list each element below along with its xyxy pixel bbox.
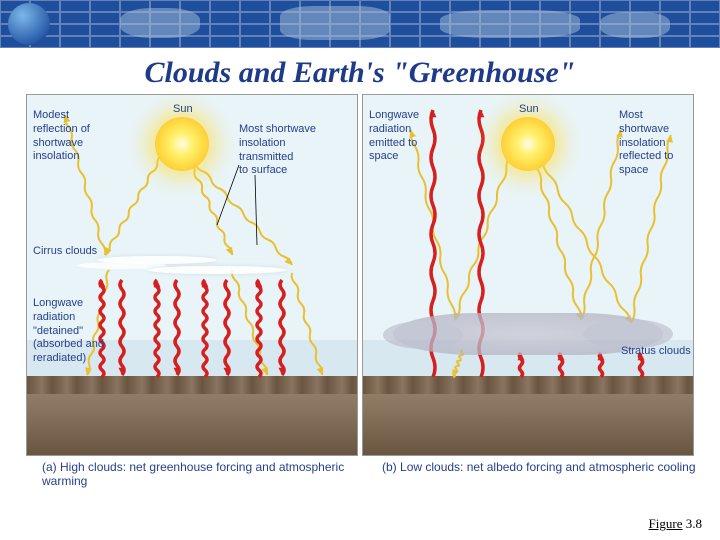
globe-icon: [8, 3, 50, 45]
label-longwave-space: Longwaveradiationemitted tospace: [369, 109, 419, 164]
stratus-label: Stratus clouds: [621, 345, 691, 357]
continent-shape: [440, 10, 580, 38]
sun-icon: [155, 117, 209, 171]
diagram-panels: Sun Modestreflection ofshortwaveinsolati…: [0, 94, 720, 456]
panel-captions: (a) High clouds: net greenhouse forcing …: [0, 456, 720, 488]
label-modest-reflection: Modestreflection ofshortwaveinsolation: [33, 109, 90, 164]
continent-shape: [280, 6, 390, 40]
page-title: Clouds and Earth's "Greenhouse": [0, 56, 720, 90]
ground-surface: [27, 376, 357, 455]
cirrus-label: Cirrus clouds: [33, 245, 97, 257]
sun-label: Sun: [519, 103, 539, 115]
cirrus-clouds: [67, 250, 307, 278]
caption-a: (a) High clouds: net greenhouse forcing …: [20, 460, 360, 488]
label-transmitted: Most shortwaveinsolationtransmittedto su…: [239, 123, 316, 178]
label-reflected-space: Mostshortwaveinsolationreflected tospace: [619, 109, 673, 178]
panel-low-clouds: Sun Longwaveradiationemitted tospace Mos…: [362, 94, 694, 456]
continent-shape: [120, 8, 200, 38]
figure-reference: Figure 3.8: [649, 516, 702, 532]
label-detained: Longwaveradiation"detained"(absorbed and…: [33, 297, 104, 366]
continent-shape: [600, 12, 670, 38]
sun-label: Sun: [173, 103, 193, 115]
header-banner: [0, 0, 720, 48]
ground-surface: [363, 376, 693, 455]
caption-b: (b) Low clouds: net albedo forcing and a…: [360, 460, 700, 488]
panel-high-clouds: Sun Modestreflection ofshortwaveinsolati…: [26, 94, 358, 456]
sun-icon: [501, 117, 555, 171]
